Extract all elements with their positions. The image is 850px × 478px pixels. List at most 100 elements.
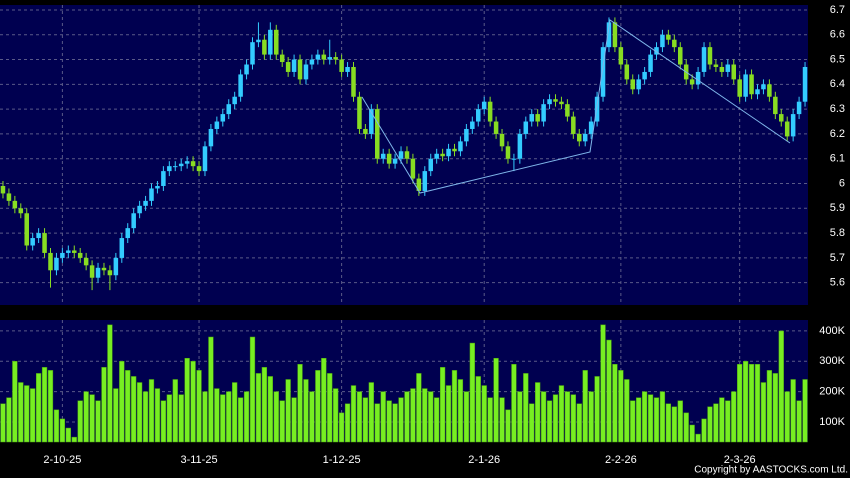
candle-body xyxy=(672,39,677,48)
x-tick-label: 3-11-25 xyxy=(180,454,217,466)
volume-bar xyxy=(404,391,410,443)
volume-bar xyxy=(53,409,60,443)
volume-bar xyxy=(802,379,808,443)
volume-bar xyxy=(434,397,440,443)
candle-body xyxy=(547,99,552,105)
volume-bar xyxy=(523,373,529,443)
volume-bar xyxy=(493,357,499,443)
candle-body xyxy=(339,59,344,72)
volume-bar xyxy=(641,391,648,443)
candle-body xyxy=(89,265,95,278)
volume-bar xyxy=(350,385,357,443)
volume-bar xyxy=(659,391,666,443)
volume-bar xyxy=(30,388,36,443)
volume-bar xyxy=(71,436,77,443)
volume-bar xyxy=(540,391,547,443)
volume-bar xyxy=(178,394,184,443)
volume-bar xyxy=(196,370,202,443)
volume-bar xyxy=(475,376,481,443)
candle-body xyxy=(654,47,659,55)
candle-body xyxy=(594,96,600,122)
volume-bar xyxy=(576,403,582,443)
candle-body xyxy=(327,57,332,60)
volume-bar xyxy=(6,397,12,443)
volume-bar xyxy=(47,370,54,443)
candle-body xyxy=(196,166,202,172)
candle-body xyxy=(660,34,665,48)
candle-body xyxy=(24,213,29,246)
candle-body xyxy=(689,79,695,85)
candle-body xyxy=(48,252,53,271)
candle-body xyxy=(582,133,588,142)
candle-body xyxy=(321,54,327,60)
volume-bar xyxy=(136,382,143,443)
candle-body xyxy=(274,29,279,55)
volume-bar xyxy=(701,418,707,443)
volume-bar xyxy=(505,409,511,443)
volume-bar xyxy=(12,361,18,443)
volume-bar xyxy=(107,324,113,443)
candle-body xyxy=(208,128,214,147)
volume-bar xyxy=(630,400,636,443)
candle-body xyxy=(36,233,41,239)
candle-body xyxy=(30,238,35,246)
marks xyxy=(0,17,808,443)
candle-body xyxy=(790,114,796,137)
candle-body xyxy=(214,121,220,129)
volume-bar xyxy=(612,364,618,443)
candle-body xyxy=(410,158,416,179)
candle-body xyxy=(66,250,71,253)
volume-bar xyxy=(683,412,689,443)
volume-bar xyxy=(713,403,719,443)
candle-body xyxy=(416,178,422,191)
candle-body xyxy=(618,47,624,65)
candle-body xyxy=(226,104,231,115)
candle-body xyxy=(250,42,255,65)
candle-body xyxy=(452,148,457,152)
candle-body xyxy=(600,47,606,97)
candle-body xyxy=(12,200,18,209)
y-tick-label: 5.9 xyxy=(830,202,845,214)
candle-body xyxy=(386,153,392,164)
candle-body xyxy=(648,54,653,72)
volume-bar xyxy=(113,388,119,443)
candle-body xyxy=(279,54,285,63)
volume-bar xyxy=(101,367,107,443)
volume-bar xyxy=(677,400,683,443)
candle-body xyxy=(678,47,683,65)
candle-body xyxy=(630,79,635,90)
volume-bar xyxy=(594,376,600,443)
candle-body xyxy=(303,64,309,80)
volume-bar xyxy=(422,388,428,443)
candle-body xyxy=(149,188,154,201)
candle-body xyxy=(351,66,356,97)
volume-bar xyxy=(220,394,226,443)
candle-body xyxy=(0,185,6,194)
volume-bar xyxy=(671,406,677,443)
volume-bar xyxy=(35,373,42,443)
volume-bar xyxy=(588,391,594,443)
volume-bar xyxy=(18,382,24,443)
candle-body xyxy=(434,153,439,159)
candle-body xyxy=(517,133,523,159)
y-tick-label: 6.3 xyxy=(830,103,845,115)
y-tick-label: 6.6 xyxy=(830,29,845,41)
candle-body xyxy=(707,47,713,65)
candle-body xyxy=(499,133,505,147)
volume-bar xyxy=(725,400,731,443)
volume-bar xyxy=(463,391,470,443)
candle-body xyxy=(440,153,445,157)
volume-bar xyxy=(487,397,493,443)
candle-body xyxy=(767,84,772,97)
volume-bar xyxy=(190,361,196,443)
volume-bar xyxy=(481,385,487,443)
volume-bar xyxy=(77,400,83,443)
volume-bar xyxy=(511,364,517,443)
candle-body xyxy=(333,57,338,60)
volume-bar xyxy=(428,391,434,443)
candle-body xyxy=(749,74,754,95)
volume-bar xyxy=(624,379,630,443)
candle-body xyxy=(220,114,226,122)
candle-body xyxy=(470,121,475,129)
volume-bar xyxy=(24,385,30,443)
